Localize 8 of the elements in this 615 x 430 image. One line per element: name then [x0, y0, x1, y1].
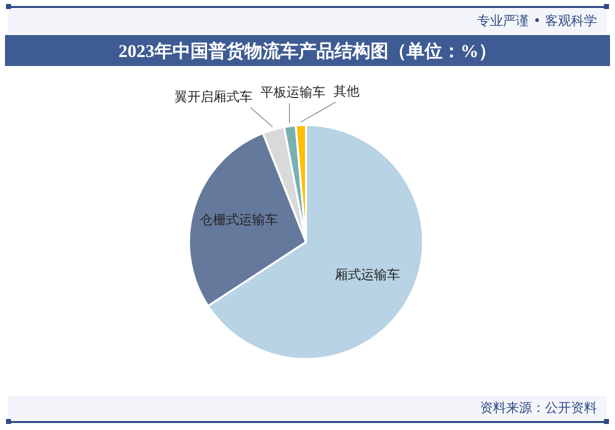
chart-title: 2023年中国普货物流车产品结构图（单位：%）: [118, 40, 498, 62]
text: 资料来源：公开资料: [480, 400, 597, 417]
slice-label: 翼开启厢式车: [174, 88, 253, 105]
slice-label: 平板运输车: [260, 86, 326, 101]
slice-label: 其他: [334, 84, 360, 100]
slice-label: 厢式运输车: [335, 268, 400, 283]
slice-label: 仓栅式运输车: [200, 213, 278, 228]
text: 专业严谨 • 客观科学: [477, 13, 597, 30]
